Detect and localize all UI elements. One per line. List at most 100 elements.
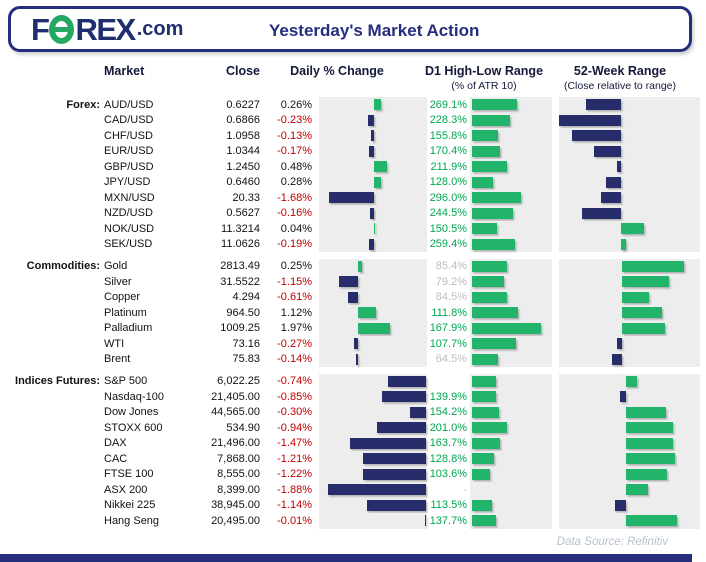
close-value: 1.2450 <box>226 160 260 173</box>
daily-change-value: -1.68% <box>277 191 312 204</box>
market-name: GBP/USD <box>104 160 154 173</box>
wk52-range-bar <box>626 375 637 387</box>
d1-range-chart <box>470 97 552 113</box>
d1-range-chart <box>470 274 552 290</box>
wk52-range-chart <box>559 205 700 221</box>
daily-change-chart <box>319 466 427 482</box>
wk52-range-chart <box>559 221 700 237</box>
d1-range-chart <box>470 205 552 221</box>
table-row: Hang Seng 20,495.00 -0.01% 137.7% <box>0 513 706 529</box>
wk52-range-chart <box>559 482 700 498</box>
d1-range-bar <box>472 207 513 219</box>
daily-change-chart <box>319 128 427 144</box>
daily-change-value: 0.28% <box>280 176 312 189</box>
wk52-range-chart <box>559 174 700 190</box>
daily-change-bar <box>374 176 382 188</box>
daily-change-bar <box>355 353 358 365</box>
column-header-daily-change: Daily % Change <box>290 64 384 78</box>
wk52-range-chart <box>559 159 700 175</box>
daily-change-chart <box>319 404 427 420</box>
close-value: 1.0344 <box>226 145 260 158</box>
table-row: Forex: AUD/USD 0.6227 0.26% 269.1% <box>0 97 706 113</box>
d1-range-bar <box>472 145 501 157</box>
d1-range-chart <box>470 420 552 436</box>
d1-range-chart <box>470 373 552 389</box>
market-name: NOK/USD <box>104 222 155 235</box>
close-value: 1.0958 <box>226 129 260 142</box>
table-row: Dow Jones 44,565.00 -0.30% 154.2% <box>0 404 706 420</box>
d1-range-bar <box>472 453 495 465</box>
daily-change-bar <box>339 276 358 288</box>
d1-range-bar <box>472 437 501 449</box>
close-value: 6,022.25 <box>217 375 260 388</box>
table-row: NZD/USD 0.5627 -0.16% 244.5% <box>0 205 706 221</box>
daily-change-chart <box>319 513 427 529</box>
d1-range-chart <box>470 389 552 405</box>
daily-change-value: -0.61% <box>277 291 312 304</box>
group-section: Indices Futures: S&P 500 6,022.25 -0.74% Nas… <box>0 373 706 529</box>
close-value: 0.5627 <box>226 207 260 220</box>
wk52-range-bar <box>594 145 621 157</box>
daily-change-bar <box>368 238 374 250</box>
close-value: 11.0626 <box>221 238 260 251</box>
d1-range-chart <box>470 174 552 190</box>
wk52-range-chart <box>559 351 700 367</box>
daily-change-chart <box>319 336 427 352</box>
d1-range-bar <box>472 468 491 480</box>
d1-range-label: 111.8% <box>431 306 467 319</box>
d1-range-chart <box>470 143 552 159</box>
d1-range-label: 167.9% <box>429 322 467 335</box>
daily-change-bar <box>328 484 426 496</box>
daily-change-chart <box>319 373 427 389</box>
d1-range-label: 163.7% <box>429 437 467 450</box>
wk52-range-bar <box>622 307 662 319</box>
wk52-range-chart <box>559 289 700 305</box>
market-name: Palladium <box>104 322 153 335</box>
daily-change-value: -0.14% <box>277 353 312 366</box>
daily-change-value: -0.13% <box>277 129 312 142</box>
d1-range-bar <box>472 238 516 250</box>
d1-range-label: 85.4% <box>435 260 467 273</box>
wk52-range-bar <box>572 130 621 142</box>
daily-change-chart <box>319 482 427 498</box>
daily-change-bar <box>381 391 426 403</box>
market-name: AUD/USD <box>104 98 154 111</box>
d1-range-chart <box>470 351 552 367</box>
d1-range-label: - <box>463 483 467 496</box>
group-label: Commodities: <box>26 260 100 273</box>
market-name: WTI <box>104 337 125 350</box>
column-header-d1-range: D1 High-Low Range <box>424 64 544 78</box>
d1-range-label: 201.0% <box>429 421 467 434</box>
d1-range-bar <box>472 322 541 334</box>
forex-com-logo: F REX .com <box>31 14 183 45</box>
daily-change-chart <box>319 420 427 436</box>
group-label: Indices Futures: <box>15 375 100 388</box>
d1-range-bar <box>472 192 522 204</box>
market-name: EUR/USD <box>104 145 154 158</box>
d1-range-chart <box>470 451 552 467</box>
wk52-range-chart <box>559 451 700 467</box>
market-name: CHF/USD <box>104 129 153 142</box>
d1-range-bar <box>472 422 507 434</box>
daily-change-chart <box>319 435 427 451</box>
close-value: 31.5522 <box>220 275 260 288</box>
daily-change-value: 0.48% <box>280 160 312 173</box>
table-row: Platinum 964.50 1.12% 111.8% <box>0 305 706 321</box>
daily-change-chart <box>319 274 427 290</box>
close-value: 2813.49 <box>220 260 260 273</box>
close-value: 20.33 <box>232 191 260 204</box>
d1-range-chart <box>470 221 552 237</box>
d1-range-chart <box>470 466 552 482</box>
market-name: Silver <box>104 275 132 288</box>
market-name: Gold <box>104 260 128 273</box>
table-row: CHF/USD 1.0958 -0.13% 155.8% <box>0 128 706 144</box>
table-row: WTI 73.16 -0.27% 107.7% <box>0 336 706 352</box>
wk52-range-chart <box>559 97 700 113</box>
d1-range-label: 259.4% <box>429 238 467 251</box>
table-row: Palladium 1009.25 1.97% 167.9% <box>0 320 706 336</box>
d1-range-bar <box>472 515 496 527</box>
d1-range-chart <box>470 236 552 252</box>
d1-range-bar <box>472 338 517 350</box>
close-value: 8,555.00 <box>217 468 260 481</box>
daily-change-chart <box>319 159 427 175</box>
